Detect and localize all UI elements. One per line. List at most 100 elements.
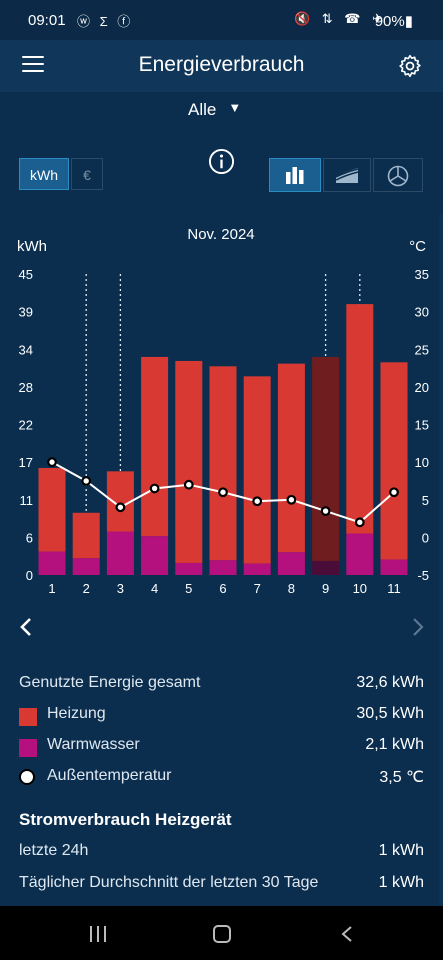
notification-icons: ⓦ Σ ⓕ bbox=[77, 14, 134, 29]
recent-apps-icon[interactable] bbox=[88, 926, 108, 942]
right-axis-tick: 20 bbox=[415, 380, 429, 395]
bar-warmwasser bbox=[243, 563, 271, 575]
next-month-icon[interactable] bbox=[410, 616, 426, 638]
left-axis-tick: 17 bbox=[19, 455, 33, 470]
status-bar: 09:01 ⓦ Σ ⓕ 🔇 ⇅ ☎ ✈ 90%▮ bbox=[0, 0, 443, 40]
summary-total-value: 32,6 kWh bbox=[356, 674, 424, 691]
power-row-24h: letzte 24h 1 kWh bbox=[19, 842, 424, 866]
filter-dropdown[interactable]: Alle ▼ bbox=[188, 100, 241, 120]
summary-row-aussentemperatur: Außentemperatur 3,5 ℃ bbox=[19, 767, 424, 791]
hamburger-menu-icon[interactable] bbox=[22, 56, 44, 74]
right-axis-tick: 25 bbox=[415, 342, 429, 357]
bar-heizung bbox=[38, 467, 66, 552]
left-axis-tick: 34 bbox=[19, 342, 33, 357]
x-axis-tick: 4 bbox=[151, 581, 158, 596]
unit-euro-button[interactable]: € bbox=[71, 158, 103, 190]
temperature-point bbox=[252, 496, 263, 507]
unit-kwh-button[interactable]: kWh bbox=[19, 158, 69, 190]
summary-row-value: 30,5 kWh bbox=[356, 705, 424, 722]
heizung-legend-swatch bbox=[19, 708, 37, 726]
system-status-icons: 🔇 ⇅ ☎ ✈ bbox=[294, 11, 387, 26]
area-chart-icon bbox=[335, 168, 359, 183]
unit-toggle: kWh € bbox=[19, 158, 105, 190]
info-icon[interactable] bbox=[208, 148, 235, 175]
left-axis-tick: 45 bbox=[19, 267, 33, 282]
chart-view-toggle bbox=[269, 158, 423, 192]
left-axis-tick: 22 bbox=[19, 418, 33, 433]
right-axis-tick: 15 bbox=[415, 418, 429, 433]
bar-heizung bbox=[312, 356, 340, 561]
temperature-point bbox=[149, 483, 160, 494]
battery-level: 90%▮ bbox=[374, 13, 413, 30]
bar-chart-view-button[interactable] bbox=[269, 158, 321, 192]
pie-chart-view-button[interactable] bbox=[373, 158, 423, 192]
left-axis-tick: 0 bbox=[26, 568, 33, 583]
bar-heizung bbox=[380, 362, 408, 560]
pie-chart-icon bbox=[387, 165, 409, 187]
power-row-value: 1 kWh bbox=[378, 874, 424, 891]
right-axis-tick: -5 bbox=[417, 568, 429, 583]
area-chart-view-button[interactable] bbox=[323, 158, 371, 192]
right-axis-tick: 10 bbox=[415, 455, 429, 470]
temperature-point bbox=[389, 487, 399, 498]
system-navigation-bar bbox=[0, 906, 443, 960]
x-axis-tick: 8 bbox=[288, 581, 295, 596]
energy-chart: Nov. 2024 kWh °C 45 39 34 28 22 17 11 6 0 35 30 25 20 15… bbox=[0, 218, 443, 603]
back-icon[interactable] bbox=[340, 925, 354, 943]
summary-row-value: 2,1 kWh bbox=[365, 736, 424, 753]
power-row-label: letzte 24h bbox=[19, 842, 89, 859]
summary-row-value: 3,5 ℃ bbox=[379, 769, 424, 786]
summary-row-label: Außentemperatur bbox=[47, 767, 172, 784]
bar-chart-icon bbox=[286, 167, 304, 184]
right-axis-tick: 30 bbox=[415, 305, 429, 320]
power-row-label: Täglicher Durchschnitt der letzten 30 Ta… bbox=[19, 874, 319, 891]
bar-warmwasser bbox=[175, 562, 203, 575]
bar-warmwasser bbox=[312, 560, 340, 575]
right-axis-tick: 35 bbox=[415, 267, 429, 282]
power-row-value: 1 kWh bbox=[378, 842, 424, 859]
power-row-30d: Täglicher Durchschnitt der letzten 30 Ta… bbox=[19, 874, 424, 898]
right-axis-unit: °C bbox=[409, 238, 426, 255]
bar-heizung bbox=[175, 360, 203, 563]
bar-heizung bbox=[277, 363, 305, 553]
scroll-edge bbox=[439, 214, 443, 906]
bar-warmwasser bbox=[141, 536, 169, 575]
bar-heizung bbox=[209, 366, 237, 561]
gear-icon[interactable] bbox=[397, 53, 423, 79]
temperature-legend-dot bbox=[19, 769, 35, 785]
temperature-point bbox=[320, 506, 331, 516]
temperature-point bbox=[115, 502, 126, 513]
summary-total-label: Genutzte Energie gesamt bbox=[19, 674, 201, 691]
right-axis-tick: 5 bbox=[422, 493, 429, 508]
x-axis-tick: 5 bbox=[185, 581, 192, 596]
page-title: Energieverbrauch bbox=[138, 53, 305, 76]
left-axis-tick: 11 bbox=[20, 493, 34, 508]
summary-total-row: Genutzte Energie gesamt 32,6 kWh bbox=[19, 674, 424, 698]
x-axis-tick: 6 bbox=[219, 581, 226, 596]
left-axis-tick: 28 bbox=[19, 380, 33, 395]
bar-heizung bbox=[346, 304, 374, 534]
caret-down-icon: ▼ bbox=[228, 100, 242, 115]
left-axis-tick: 39 bbox=[19, 305, 33, 320]
previous-month-icon[interactable] bbox=[18, 616, 34, 638]
bar-warmwasser bbox=[72, 558, 100, 575]
x-axis-tick: 3 bbox=[117, 581, 124, 596]
chart-title: Nov. 2024 bbox=[187, 226, 254, 243]
left-axis-tick: 6 bbox=[26, 530, 33, 545]
summary-row-label: Heizung bbox=[47, 705, 106, 722]
summary-row-warmwasser: Warmwasser 2,1 kWh bbox=[19, 736, 424, 760]
x-axis-tick: 2 bbox=[83, 581, 90, 596]
bar-warmwasser bbox=[380, 559, 408, 575]
bar-heizung bbox=[243, 376, 271, 564]
temperature-point bbox=[183, 479, 194, 490]
filter-selected-value: Alle bbox=[188, 100, 217, 119]
home-icon[interactable] bbox=[213, 925, 231, 943]
power-section-title: Stromverbrauch Heizgerät bbox=[19, 810, 232, 829]
bar-heizung bbox=[72, 512, 100, 559]
app-header: Energieverbrauch bbox=[0, 40, 443, 92]
temperature-point bbox=[286, 494, 297, 505]
status-time: 09:01 bbox=[28, 12, 66, 29]
x-axis-tick: 1 bbox=[48, 581, 55, 596]
bar-warmwasser bbox=[346, 533, 374, 575]
